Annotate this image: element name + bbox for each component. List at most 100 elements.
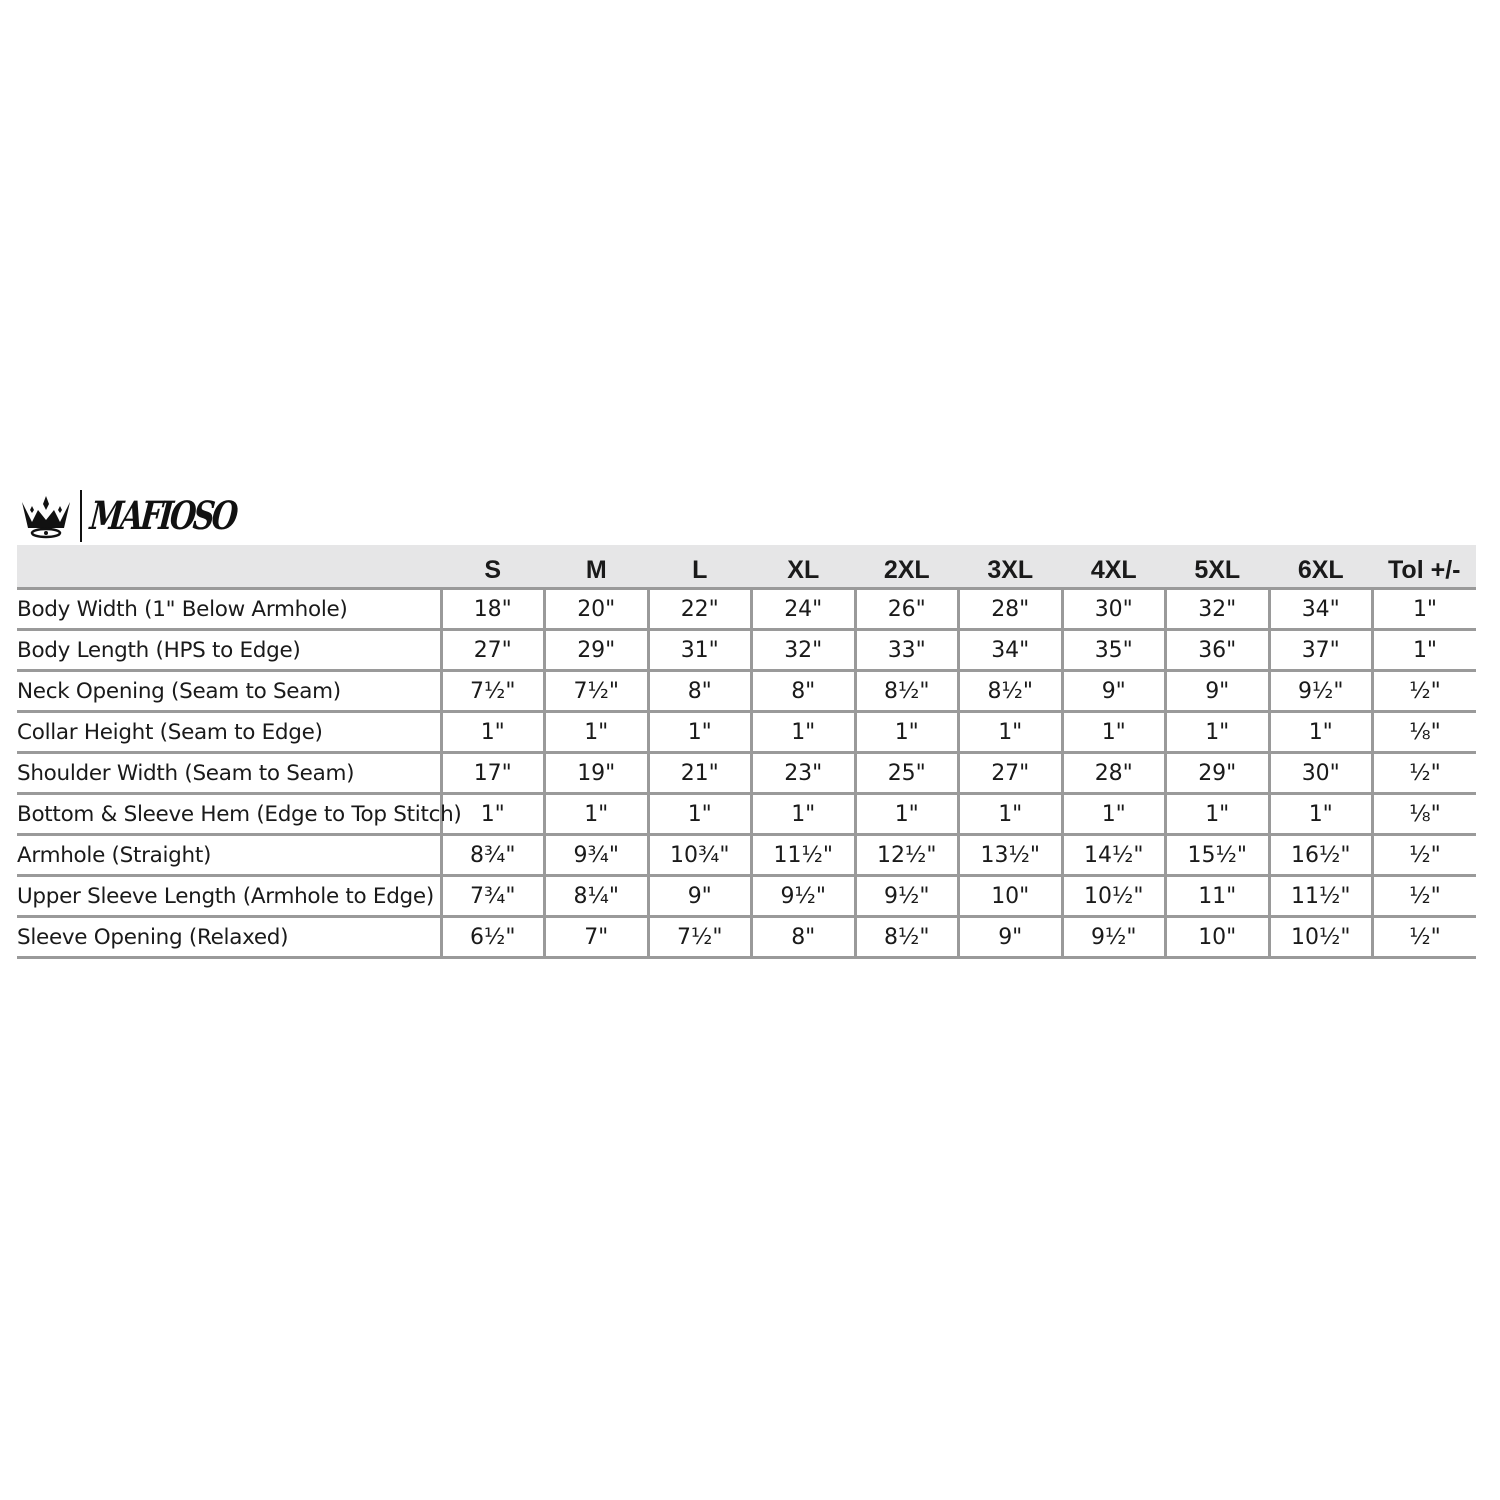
measurement-cell: ½" [1371,670,1476,713]
measurement-cell: 1" [750,711,855,754]
column-header: 5XL [1165,545,1269,590]
table-row: Upper Sleeve Length (Armhole to Edge) 7¾"… [17,875,1476,918]
column-header: S [441,545,545,590]
row-label: Collar Height (Seam to Edge) [17,711,441,754]
measurement-cell: 25" [853,752,959,795]
column-header: M [544,545,648,590]
measurement-cell: 9½" [1267,670,1373,713]
measurement-cell: 1" [646,711,752,754]
measurement-cell: 8¾" [439,834,545,877]
measurement-cell: 9½" [1060,916,1166,959]
measurement-cell: 23" [750,752,855,795]
measurement-cell: 29" [543,629,648,672]
table-row: Armhole (Straight) 8¾" 9¾" 10¾" 11½" 12½" 13½"… [17,834,1476,877]
row-label: Upper Sleeve Length (Armhole to Edge) [17,875,441,918]
measurement-cell: 1" [439,793,545,836]
measurement-cell: 8" [750,670,855,713]
measurement-cell: 37" [1267,629,1373,672]
measurement-cell: 35" [1060,629,1166,672]
header-blank [17,545,441,590]
measurement-cell: 27" [439,629,545,672]
measurement-cell: 1" [1267,793,1373,836]
measurement-cell: 32" [1164,588,1269,631]
measurement-cell: 1" [543,711,648,754]
measurement-cell: 21" [646,752,752,795]
measurement-cell: 7½" [646,916,752,959]
measurement-cell: 1" [1164,793,1269,836]
measurement-cell: 11½" [750,834,855,877]
row-label: Armhole (Straight) [17,834,441,877]
row-label: Body Length (HPS to Edge) [17,629,441,672]
measurement-cell: 9" [957,916,1062,959]
table-row: Shoulder Width (Seam to Seam) 17" 19" 21" 23… [17,752,1476,795]
measurement-cell: 1" [853,711,959,754]
brand-logo: MAFIOSO [18,488,240,544]
measurement-cell: 20" [543,588,648,631]
measurement-cell: 8½" [853,670,959,713]
measurement-cell: 15½" [1164,834,1269,877]
measurement-cell: 7¾" [439,875,545,918]
measurement-cell: 11" [1164,875,1269,918]
measurement-cell: 16½" [1267,834,1373,877]
measurement-cell: 1" [1060,711,1166,754]
measurement-cell: 34" [957,629,1062,672]
measurement-cell: ½" [1371,834,1476,877]
measurement-cell: 14½" [1060,834,1166,877]
table-row: Body Length (HPS to Edge) 27" 29" 31" 32" 33"… [17,629,1476,672]
measurement-cell: 26" [853,588,959,631]
measurement-cell: 8¼" [543,875,648,918]
table-row: Neck Opening (Seam to Seam) 7½" 7½" 8" 8" 8½"… [17,670,1476,713]
measurement-cell: 8½" [957,670,1062,713]
measurement-cell: 10" [1164,916,1269,959]
measurement-cell: 8½" [853,916,959,959]
measurement-cell: 9" [646,875,752,918]
measurement-cell: 13½" [957,834,1062,877]
row-label: Shoulder Width (Seam to Seam) [17,752,441,795]
measurement-cell: ½" [1371,916,1476,959]
measurement-cell: 36" [1164,629,1269,672]
column-header: 2XL [855,545,959,590]
measurement-cell: 28" [1060,752,1166,795]
measurement-cell: 17" [439,752,545,795]
measurement-cell: 9" [1164,670,1269,713]
table-row: Collar Height (Seam to Edge) 1" 1" 1" 1" 1" 1"… [17,711,1476,754]
measurement-cell: 27" [957,752,1062,795]
measurement-cell: 1" [1164,711,1269,754]
measurement-cell: 30" [1060,588,1166,631]
measurement-cell: ⅛" [1371,711,1476,754]
measurement-cell: 30" [1267,752,1373,795]
measurement-cell: 1" [646,793,752,836]
measurement-cell: 1" [439,711,545,754]
measurement-cell: 7½" [543,670,648,713]
measurement-cell: 7½" [439,670,545,713]
measurement-cell: 22" [646,588,752,631]
brand-wordmark: MAFIOSO [84,493,241,539]
measurement-cell: 1" [957,711,1062,754]
measurement-cell: 10½" [1267,916,1373,959]
measurement-cell: 34" [1267,588,1373,631]
column-header: 4XL [1062,545,1166,590]
measurement-cell: 10½" [1060,875,1166,918]
measurement-cell: 1" [1060,793,1166,836]
measurement-cell: ⅛" [1371,793,1476,836]
measurement-cell: 1" [957,793,1062,836]
measurement-cell: 18" [439,588,545,631]
measurement-cell: 1" [1371,588,1476,631]
row-label: Sleeve Opening (Relaxed) [17,916,441,959]
measurement-cell: 24" [750,588,855,631]
measurement-cell: 19" [543,752,648,795]
measurement-cell: 8" [750,916,855,959]
crown-icon [22,496,70,539]
measurement-cell: 28" [957,588,1062,631]
measurement-cell: 9" [1060,670,1166,713]
measurement-cell: 32" [750,629,855,672]
column-header: 6XL [1269,545,1373,590]
column-header: Tol +/- [1372,545,1476,590]
measurement-cell: 9¾" [543,834,648,877]
measurement-cell: 9½" [750,875,855,918]
header-row: S M L XL 2XL 3XL 4XL 5XL 6XL Tol +/- [17,545,1476,590]
measurement-cell: 1" [1371,629,1476,672]
size-chart-table: S M L XL 2XL 3XL 4XL 5XL 6XL Tol +/- Body Width (… [17,545,1476,959]
row-label: Body Width (1" Below Armhole) [17,588,441,631]
measurement-cell: 33" [853,629,959,672]
